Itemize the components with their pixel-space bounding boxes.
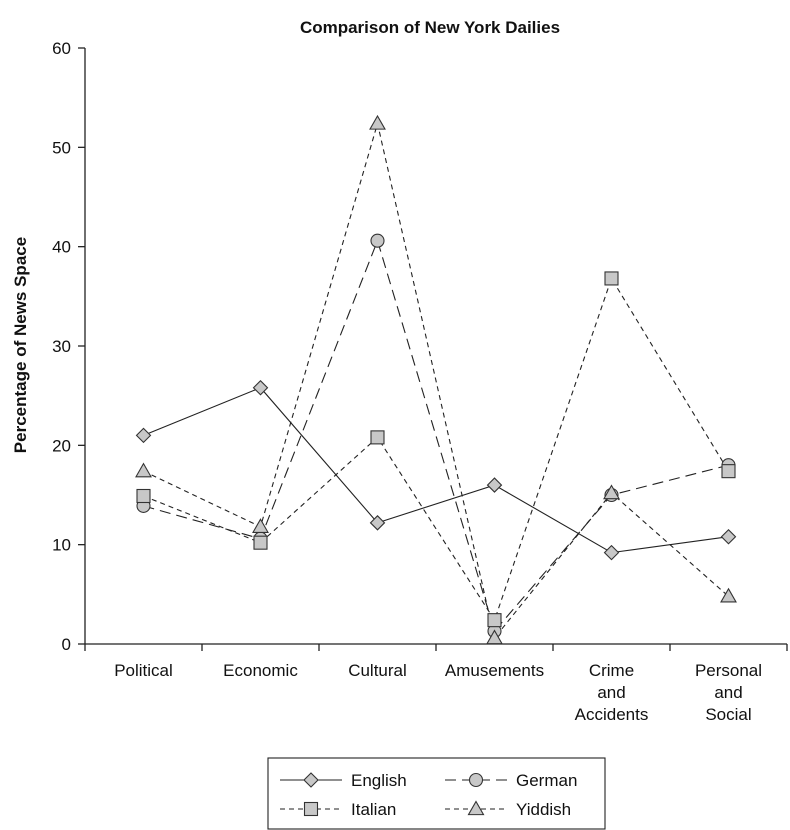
legend-item-german: German: [445, 771, 577, 790]
legend-label: Yiddish: [516, 800, 571, 819]
legend-label: Italian: [351, 800, 396, 819]
x-category-label-line: Cultural: [348, 661, 407, 680]
data-point-italian: [604, 271, 619, 286]
data-point-yiddish: [369, 114, 386, 130]
x-category-label-line: and: [597, 683, 625, 702]
legend-box: [267, 757, 606, 830]
data-point-italian: [136, 488, 151, 504]
x-category-label-line: Social: [705, 705, 751, 724]
data-point-italian: [370, 430, 385, 445]
series-line-italian: [143, 277, 729, 622]
y-tick-label: 30: [52, 337, 71, 356]
y-tick-label: 50: [52, 138, 71, 157]
legend-label: English: [351, 771, 407, 790]
data-point-italian: [253, 535, 268, 550]
series-yiddish: [143, 121, 729, 640]
legend-marker-diamond-icon: [303, 772, 319, 788]
x-category-label-line: and: [714, 683, 742, 702]
data-point-english: [720, 528, 737, 545]
y-axis-label: Percentage of News Space: [11, 237, 30, 453]
series-italian: [143, 277, 729, 622]
series-markers-yiddish: [135, 114, 737, 645]
legend-item-english: English: [280, 771, 407, 790]
data-point-english: [369, 515, 386, 531]
data-point-yiddish: [486, 629, 503, 645]
series-line-german: [143, 239, 729, 633]
series-line-english: [143, 387, 729, 554]
data-point-italian: [721, 464, 736, 479]
x-category-label-line: Political: [114, 661, 173, 680]
y-tick-label: 0: [62, 635, 71, 654]
legend-item-italian: Italian: [280, 800, 396, 819]
data-point-english: [252, 379, 269, 396]
x-category-label: Personal and Social: [695, 661, 762, 724]
legend-label: German: [516, 771, 577, 790]
series-german: [143, 239, 729, 633]
series-markers-german: [136, 233, 736, 639]
data-point-english: [603, 544, 620, 561]
x-category-label: Economic: [223, 661, 298, 680]
legend-item-yiddish: Yiddish: [445, 800, 571, 819]
series-markers-english: [135, 379, 737, 561]
data-point-yiddish: [135, 462, 152, 478]
series-english: [143, 387, 729, 554]
data-point-yiddish: [603, 484, 620, 500]
plot-area: [135, 114, 737, 645]
y-tick-label: 10: [52, 536, 71, 555]
data-point-yiddish: [252, 518, 269, 533]
data-point-english: [486, 477, 503, 493]
chart-title: Comparison of New York Dailies: [300, 18, 560, 37]
x-category-label-line: Crime: [589, 661, 634, 680]
data-point-english: [135, 427, 152, 444]
x-category-label: Cultural: [348, 661, 407, 680]
x-category-label: Political: [114, 661, 173, 680]
series-line-yiddish: [143, 121, 729, 640]
data-point-yiddish: [720, 587, 737, 603]
data-point-german: [370, 233, 385, 248]
legend-marker-triangle-icon: [467, 800, 485, 816]
y-tick-label: 60: [52, 39, 71, 58]
data-point-italian: [487, 613, 502, 628]
y-tick-label: 20: [52, 436, 71, 455]
legend: English German Italian Yiddish: [267, 757, 606, 830]
y-tick-label: 40: [52, 238, 71, 257]
axes: 0 10 20 30 40 50 60 Political Economic Cultural Am…: [52, 39, 788, 724]
x-category-label: Amusements: [445, 661, 544, 680]
x-category-label-line: Amusements: [445, 661, 544, 680]
x-category-label-line: Personal: [695, 661, 762, 680]
legend-marker-circle-icon: [468, 772, 484, 788]
x-category-label: Crime and Accidents: [575, 661, 649, 724]
legend-marker-square-icon: [303, 801, 319, 817]
series-markers-italian: [136, 271, 736, 628]
x-category-label-line: Economic: [223, 661, 298, 680]
x-category-label-line: Accidents: [575, 705, 649, 724]
